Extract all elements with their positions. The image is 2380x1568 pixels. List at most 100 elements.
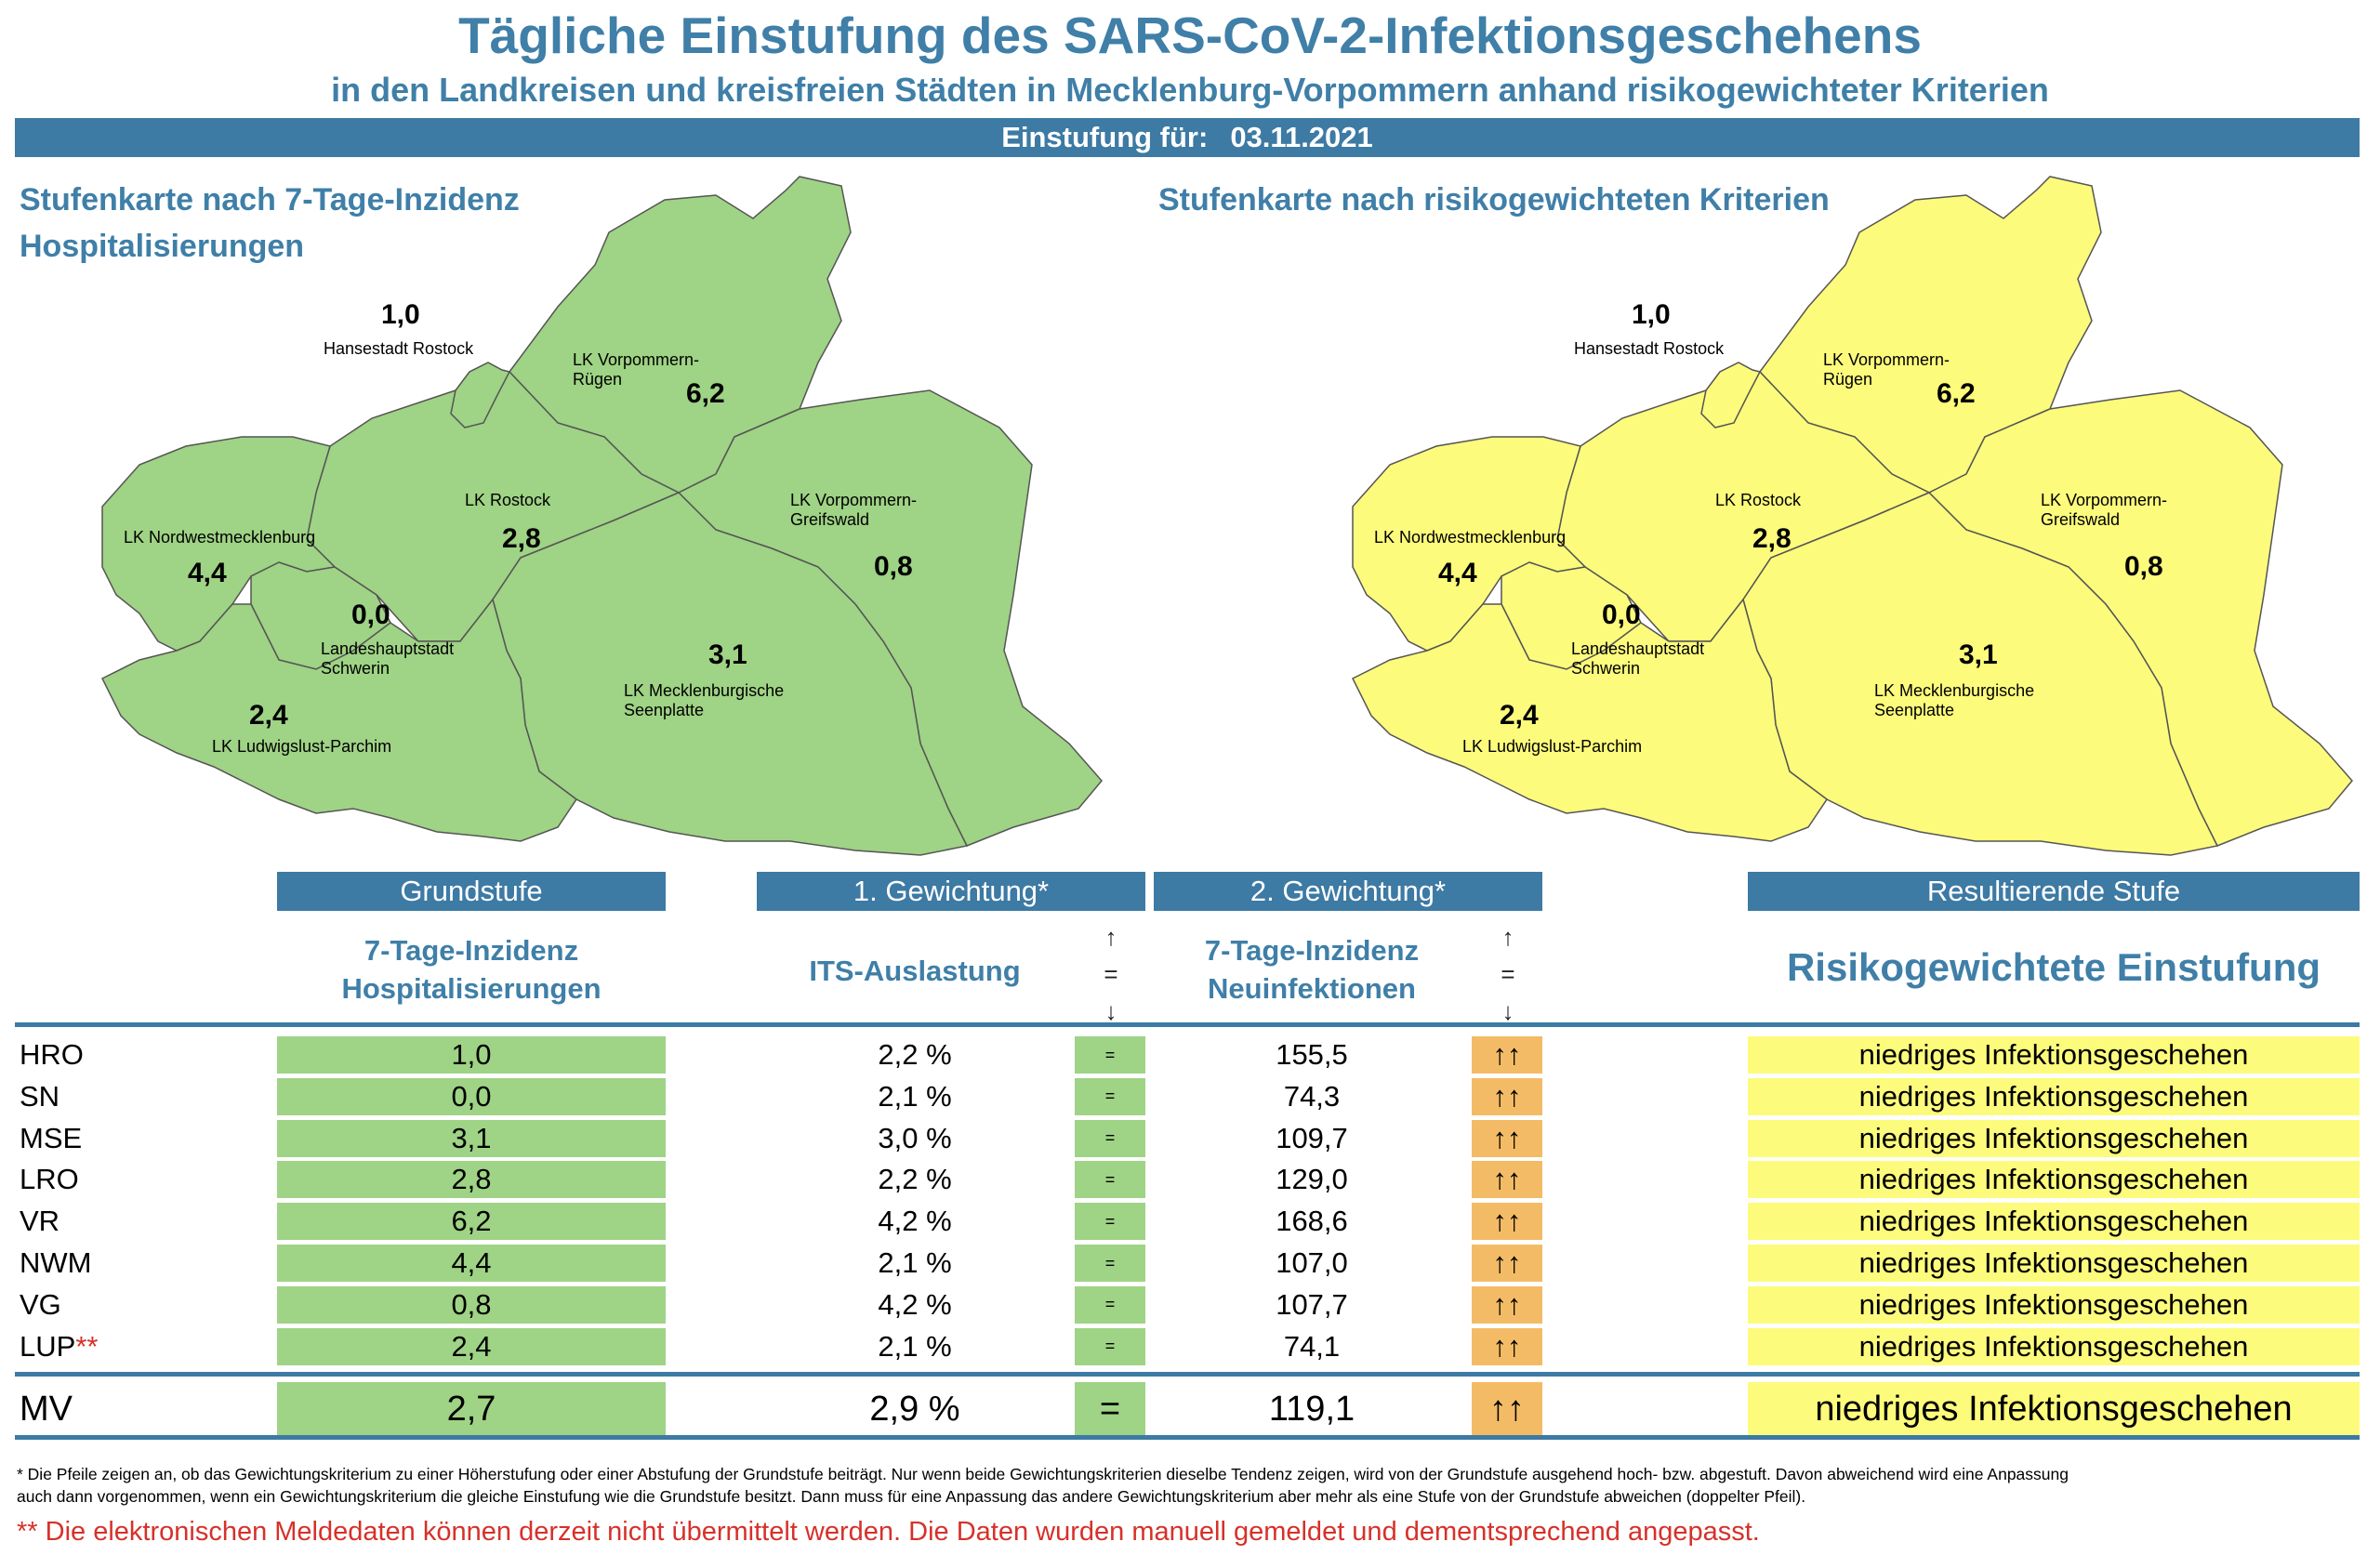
- row-footnote-mark: **: [75, 1329, 99, 1363]
- map-label-line1: LK Ludwigslust-Parchim: [1462, 737, 1643, 756]
- subheader-its: ITS-Auslastung: [809, 955, 1021, 987]
- cell-neu-text: 168,6: [1276, 1205, 1348, 1238]
- table-top-rule: [15, 1022, 2360, 1027]
- map-label-sn: Landeshauptstadt Schwerin: [1571, 639, 1704, 679]
- arrow-eq-legend: =: [1104, 960, 1118, 988]
- map-label-mse: LK Mecklenburgische Seenplatte: [1874, 681, 2034, 720]
- cell-neu-trend: ↑↑: [1472, 1285, 1542, 1324]
- cell-grund-text: 3,1: [451, 1121, 492, 1154]
- table-row: MSE 3,1 3,0 % = 109,7 ↑↑ niedriges Infektionsg…: [15, 1119, 2360, 1161]
- cell-its-trend-text: =: [1099, 1389, 1121, 1429]
- cell-neu-trend: ↑↑: [1472, 1077, 1542, 1115]
- cell-grund: 0,8: [277, 1285, 666, 1324]
- map-label-line2: Greifswald: [2041, 510, 2121, 529]
- map-value-vg: 0,8: [874, 551, 913, 582]
- cell-name-text: VR: [20, 1205, 60, 1238]
- cell-neu-text: 107,0: [1276, 1246, 1348, 1279]
- cell-its-text: 2,9 %: [869, 1389, 960, 1429]
- table-row: LUP ** 2,4 2,1 % = 74,1 ↑↑ niedriges Infektions…: [15, 1327, 2360, 1369]
- map-label-line2: Greifswald: [790, 510, 870, 529]
- cell-result-text: niedriges Infektionsgeschehen: [1858, 1038, 2249, 1071]
- cell-its-trend-text: =: [1104, 1337, 1116, 1356]
- map-value-hro: 1,0: [1632, 299, 1671, 330]
- cell-name-text: NWM: [20, 1246, 92, 1279]
- map-label-line1: LK Rostock: [465, 491, 551, 509]
- table-mid-rule: [15, 1372, 2360, 1377]
- cell-name-text: MV: [20, 1389, 73, 1429]
- map-label-line2: Rügen: [573, 370, 623, 389]
- cell-name-text: HRO: [20, 1038, 84, 1071]
- cell-name-text: LRO: [20, 1163, 79, 1196]
- map-label-nwm: LK Nordwestmecklenburg: [1374, 528, 1566, 547]
- cell-result: niedriges Infektionsgeschehen: [1748, 1327, 2360, 1365]
- cell-grund: 2,8: [277, 1161, 666, 1199]
- cell-its: 2,9 %: [757, 1382, 1073, 1436]
- cell-neu: 107,7: [1154, 1286, 1470, 1324]
- table-row: HRO 1,0 2,2 % = 155,5 ↑↑ niedriges Infektionsg…: [15, 1036, 2360, 1077]
- cell-result: niedriges Infektionsgeschehen: [1748, 1382, 2360, 1436]
- map-label-mse: LK Mecklenburgische Seenplatte: [624, 681, 784, 720]
- map-label-line2: Schwerin: [321, 659, 390, 678]
- cell-result: niedriges Infektionsgeschehen: [1748, 1245, 2360, 1282]
- cell-result: niedriges Infektionsgeschehen: [1748, 1119, 2360, 1157]
- cell-neu: 168,6: [1154, 1203, 1470, 1240]
- cell-neu-text: 74,1: [1283, 1329, 1341, 1363]
- cell-result-text: niedriges Infektionsgeschehen: [1858, 1121, 2249, 1154]
- map-label-vr: LK Vorpommern- Rügen: [573, 350, 699, 389]
- arrow-eq-legend: =: [1501, 960, 1515, 988]
- cell-its-text: 4,2 %: [878, 1205, 952, 1238]
- cell-neu-text: 107,7: [1276, 1287, 1348, 1321]
- cell-neu: 155,5: [1154, 1036, 1470, 1074]
- cell-grund-text: 1,0: [451, 1038, 492, 1071]
- cell-its-trend: =: [1075, 1382, 1145, 1436]
- map-value-sn: 0,0: [1602, 600, 1641, 630]
- cell-neu-trend: ↑↑: [1472, 1203, 1542, 1241]
- cell-its-trend: =: [1075, 1077, 1145, 1115]
- cell-grund-text: 2,7: [446, 1389, 496, 1429]
- cell-name-text: SN: [20, 1079, 60, 1113]
- cell-result-text: niedriges Infektionsgeschehen: [1858, 1287, 2249, 1321]
- map-value-sn: 0,0: [351, 600, 390, 630]
- cell-name: VG: [20, 1286, 271, 1324]
- map-label-line2: Rügen: [1823, 370, 1873, 389]
- cell-its-trend: =: [1075, 1203, 1145, 1241]
- cell-its: 2,1 %: [757, 1245, 1073, 1282]
- cell-its-text: 4,2 %: [878, 1287, 952, 1321]
- map-value-vr: 6,2: [686, 378, 725, 409]
- page-subtitle: in den Landkreisen und kreisfreien Städt…: [331, 71, 2049, 109]
- cell-result-text: niedriges Infektionsgeschehen: [1858, 1163, 2249, 1196]
- arrow-up-legend: ↑: [1501, 923, 1514, 951]
- map-label-line2: Seenplatte: [624, 701, 705, 719]
- table-total-row: MV 2,7 2,9 % = 119,1 ↑↑ niedriges Infektionsge…: [15, 1382, 2360, 1436]
- left-map-title-line1: Stufenkarte nach 7-Tage-Inzidenz: [20, 182, 520, 217]
- header-gewichtung-2: 2. Gewichtung*: [1154, 872, 1542, 911]
- map-risk: [1250, 0, 2380, 864]
- cell-neu-trend: ↑↑: [1472, 1036, 1542, 1074]
- cell-neu-text: 74,3: [1283, 1079, 1341, 1113]
- map-hospitalisation: [0, 0, 1190, 864]
- cell-neu-text: 119,1: [1268, 1389, 1355, 1429]
- subheader-grundstufe: 7-Tage-Inzidenz Hospitalisierungen: [277, 931, 666, 1008]
- map-label-line1: Landeshauptstadt: [321, 639, 455, 658]
- cell-its: 3,0 %: [757, 1120, 1073, 1157]
- cell-neu-trend-text: ↑↑: [1489, 1389, 1525, 1429]
- cell-neu-trend: ↑↑: [1472, 1327, 1542, 1365]
- map-label-line1: LK Vorpommern-: [573, 350, 700, 369]
- date-value: 03.11.2021: [1230, 121, 1373, 153]
- map-label-line1: LK Ludwigslust-Parchim: [212, 737, 392, 756]
- header-gewichtung-1: 1. Gewichtung*: [757, 872, 1145, 911]
- cell-its-trend-text: =: [1104, 1211, 1116, 1231]
- cell-result: niedriges Infektionsgeschehen: [1748, 1161, 2360, 1199]
- arrow-legend-2: ↑ = ↓: [1494, 918, 1522, 1030]
- map-value-vr: 6,2: [1937, 378, 1976, 409]
- map-label-hro: Hansestadt Rostock: [324, 339, 473, 359]
- cell-name: MV: [20, 1382, 271, 1436]
- cell-result: niedriges Infektionsgeschehen: [1748, 1077, 2360, 1115]
- map-value-lro: 2,8: [1752, 523, 1792, 554]
- cell-its-trend-text: =: [1104, 1087, 1116, 1106]
- header-result: Resultierende Stufe: [1748, 872, 2360, 911]
- map-value-vg: 0,8: [2124, 551, 2163, 582]
- cell-name-text: LUP: [20, 1329, 76, 1363]
- cell-name: MSE: [20, 1120, 271, 1157]
- date-bar: Einstufung für: 03.11.2021: [15, 118, 2360, 157]
